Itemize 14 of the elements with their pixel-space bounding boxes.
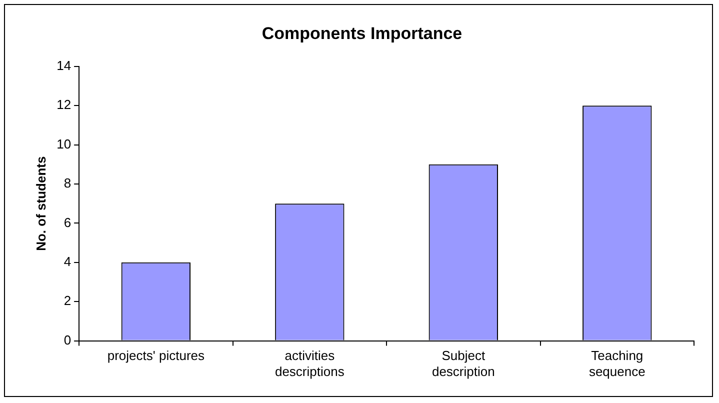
y-tick-label: 10 xyxy=(56,136,72,152)
y-axis-title: No. of students xyxy=(33,156,48,251)
x-tick-label: Teaching sequence xyxy=(588,348,646,379)
y-tick-label: 0 xyxy=(64,332,72,348)
y-tick-label: 8 xyxy=(64,176,72,191)
x-tick-label: Subject description xyxy=(432,348,495,379)
y-tick-label: 2 xyxy=(64,293,72,308)
y-tick-label: 6 xyxy=(64,214,72,230)
y-tick-label: 14 xyxy=(56,58,72,73)
chart-title: Components Importance xyxy=(262,24,462,43)
y-tick-label: 4 xyxy=(64,254,72,269)
y-tick-label: 12 xyxy=(56,97,72,112)
x-tick-label: activities descriptions xyxy=(274,348,345,379)
x-tick-label: projects' pictures xyxy=(107,348,205,364)
